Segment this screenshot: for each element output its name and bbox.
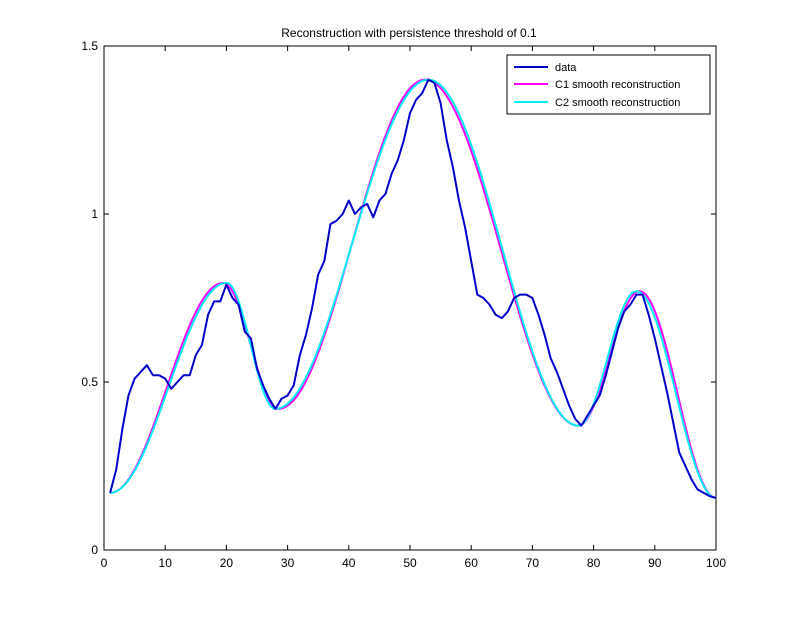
legend: data C1 smooth reconstruction C2 smooth … bbox=[506, 54, 711, 115]
legend-label-c1: C1 smooth reconstruction bbox=[555, 79, 680, 91]
x-tick-label: 10 bbox=[159, 556, 173, 570]
plot-area bbox=[103, 45, 717, 551]
x-tick-label: 0 bbox=[101, 556, 108, 570]
axis-ticks: 0 10 20 30 40 50 60 70 80 90 100 0 0.5 1 1.5 bbox=[81, 39, 726, 570]
x-tick-label: 70 bbox=[526, 556, 540, 570]
legend-label-c2: C2 smooth reconstruction bbox=[555, 97, 680, 109]
x-tick-label: 80 bbox=[587, 556, 601, 570]
x-tick-label: 60 bbox=[465, 556, 479, 570]
legend-label-data: data bbox=[555, 62, 577, 74]
series-data-line bbox=[109, 78, 717, 499]
y-tick-label: 1 bbox=[91, 207, 98, 221]
x-tick-label: 100 bbox=[706, 556, 726, 570]
y-tick-label: 1.5 bbox=[81, 39, 98, 53]
x-tick-label: 90 bbox=[648, 556, 662, 570]
x-tick-label: 30 bbox=[281, 556, 295, 570]
y-tick-label: 0 bbox=[91, 543, 98, 557]
chart-title: Reconstruction with persistence threshol… bbox=[281, 26, 537, 40]
x-tick-label: 50 bbox=[403, 556, 417, 570]
x-tick-label: 40 bbox=[342, 556, 356, 570]
series-layer bbox=[109, 78, 717, 499]
x-tick-label: 20 bbox=[220, 556, 234, 570]
y-tick-label: 0.5 bbox=[81, 375, 98, 389]
